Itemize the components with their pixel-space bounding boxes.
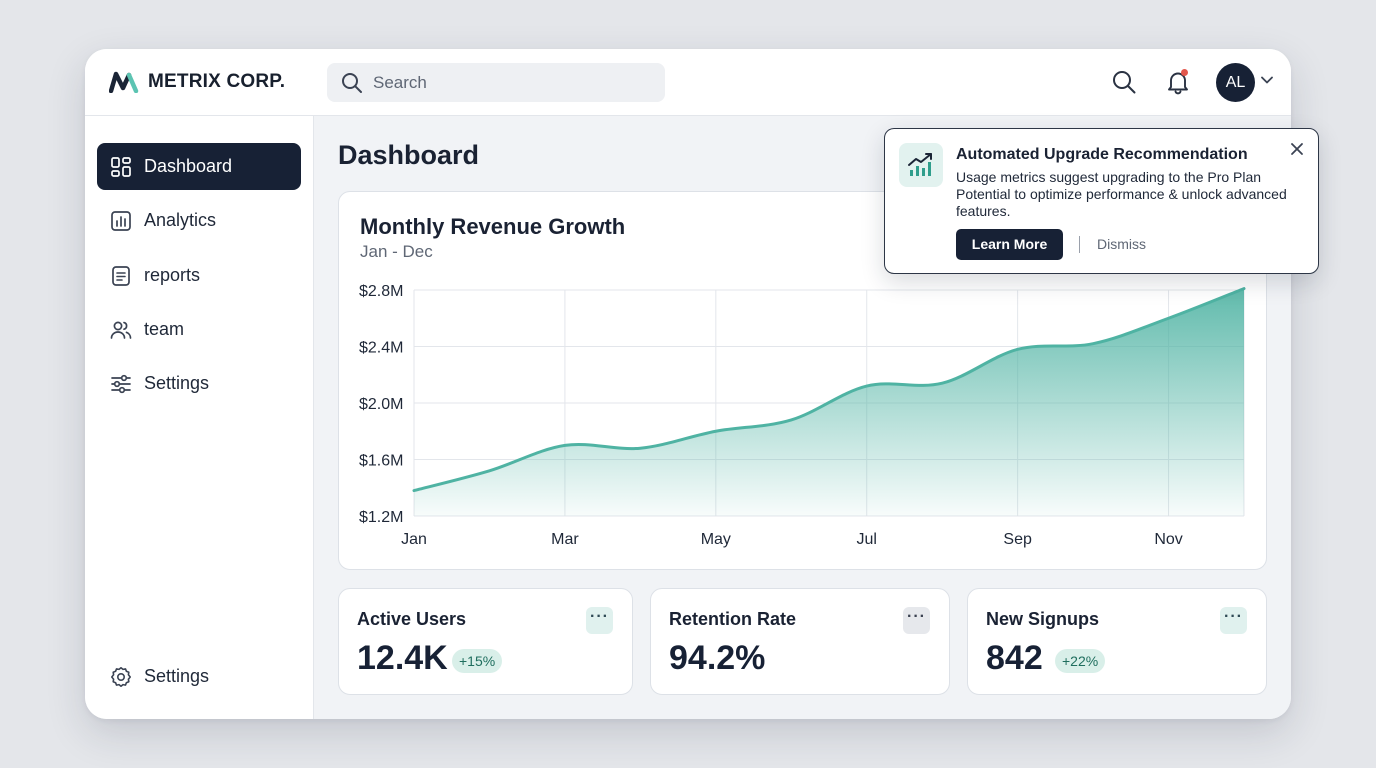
sidebar-item-label: team (144, 319, 185, 339)
y-tick-label: $1.2M (359, 509, 403, 526)
upgrade-recommendation-popup: Automated Upgrade Recommendation Usage m… (884, 128, 1319, 274)
stat-card-retention-rate: Retention Rate 94.2% ··· (650, 588, 950, 695)
notifications-button[interactable] (1165, 69, 1191, 95)
page-title: Dashboard (338, 140, 480, 170)
stat-value: 12.4K (357, 639, 448, 677)
sidebar-item-label: Analytics (144, 210, 217, 230)
users-icon (110, 321, 132, 339)
stat-label: Retention Rate (669, 609, 797, 629)
sidebar-item-team[interactable]: team (97, 306, 301, 353)
x-tick-label: Sep (1003, 531, 1032, 548)
stat-card-new-signups: New Signups 842 +22% ··· (967, 588, 1267, 695)
main-content: Dashboard Monthly Revenue Growth Jan - D… (314, 116, 1291, 719)
search-bar[interactable] (327, 63, 665, 102)
stat-label: New Signups (986, 609, 1100, 629)
metrix-logo-icon (109, 71, 139, 93)
trending-up-icon (908, 153, 932, 176)
y-tick-label: $2.8M (359, 283, 403, 300)
revenue-area-chart: $2.8M $2.4M $2.0M $1.6M $1.2M Jan Mar May Jul Sep… (359, 283, 1246, 548)
x-tick-label: Jul (857, 531, 877, 548)
more-options-button[interactable]: ··· (903, 607, 930, 634)
sidebar-item-dashboard[interactable]: Dashboard (97, 143, 301, 190)
sidebar: Dashboard Analytics reports (85, 116, 314, 719)
chart-subtitle: Jan - Dec (360, 242, 433, 261)
x-tick-label: Mar (551, 531, 579, 548)
stat-label: Active Users (357, 609, 467, 629)
stat-value: 94.2% (669, 639, 766, 677)
sidebar-item-label: Settings (144, 373, 210, 393)
y-tick-label: $2.4M (359, 340, 403, 357)
y-tick-label: $1.6M (359, 453, 403, 470)
sidebar-item-reports[interactable]: reports (97, 252, 301, 299)
sidebar-item-settings[interactable]: Settings (97, 360, 301, 407)
notification-dot (1181, 69, 1188, 76)
popup-icon-tile (899, 143, 943, 187)
stat-card-active-users: Active Users 12.4K +15% ··· (338, 588, 633, 695)
button-divider (1079, 236, 1080, 253)
search-input[interactable] (373, 63, 653, 102)
sidebar-item-label: reports (144, 265, 201, 285)
sliders-icon (111, 374, 131, 394)
chevron-down-icon[interactable] (1261, 76, 1273, 84)
dismiss-button[interactable]: Dismiss (1097, 236, 1146, 252)
chart-title: Monthly Revenue Growth (360, 214, 626, 239)
search-icon (342, 73, 362, 93)
x-tick-label: Jan (401, 531, 427, 548)
x-tick-label: Nov (1154, 531, 1182, 548)
sidebar-footer-settings[interactable]: Settings (97, 653, 301, 700)
top-bar: METRIX CORP. AL (85, 49, 1291, 116)
stat-change-badge: +22% (1055, 649, 1106, 673)
sidebar-item-label: Dashboard (144, 156, 233, 176)
popup-title: Automated Upgrade Recommendation (956, 146, 1248, 163)
document-icon (112, 266, 130, 286)
stat-value: 842 (986, 639, 1043, 677)
bar-chart-icon (111, 211, 131, 231)
revenue-area-fill (414, 288, 1244, 516)
user-avatar[interactable]: AL (1216, 63, 1255, 102)
more-options-button[interactable]: ··· (1220, 607, 1247, 634)
sidebar-item-label: Settings (144, 666, 210, 686)
x-tick-label: May (701, 531, 731, 548)
stat-change-badge: +15% (452, 649, 503, 673)
brand-name: METRIX CORP. (148, 71, 286, 92)
dashboard-icon (111, 157, 131, 177)
revenue-series-line (412, 287, 1246, 493)
close-icon[interactable] (1289, 141, 1305, 157)
popup-message: Usage metrics suggest upgrading to the P… (956, 169, 1287, 219)
more-options-button[interactable]: ··· (586, 607, 613, 634)
gear-icon (111, 667, 131, 687)
sidebar-item-analytics[interactable]: Analytics (97, 197, 301, 244)
learn-more-button[interactable]: Learn More (956, 229, 1063, 260)
y-tick-label: $2.0M (359, 396, 403, 413)
search-icon[interactable] (1111, 69, 1137, 95)
